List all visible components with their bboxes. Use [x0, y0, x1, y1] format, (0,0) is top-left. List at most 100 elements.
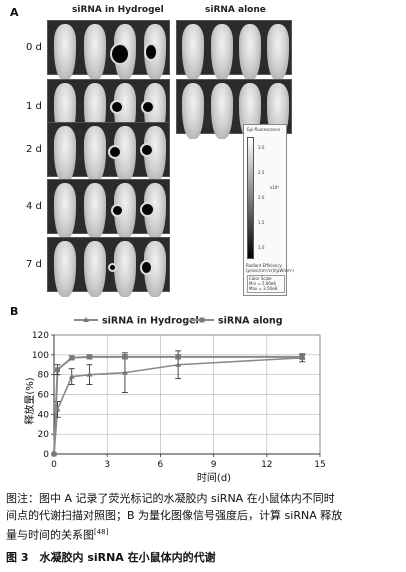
mouse-silhouette	[144, 241, 166, 297]
colorbar-tick: 1.5	[258, 220, 265, 225]
panel-a-letter: A	[10, 6, 19, 19]
day-label: 0 d	[26, 42, 42, 53]
y-axis-label: 释放量(%)	[23, 377, 36, 424]
y-tick-label: 20	[38, 430, 50, 440]
legend-label: siRNA along	[218, 316, 283, 327]
fluorescence-spot	[108, 145, 122, 159]
mouse-silhouette	[114, 241, 136, 297]
hydrogel-scan-image	[47, 179, 170, 239]
x-tick-label: 9	[211, 460, 217, 470]
x-tick-label: 0	[51, 460, 57, 470]
colorbar-tick: 3.0	[258, 145, 265, 150]
mouse-silhouette	[211, 24, 233, 80]
color-scale-label: Color Scale	[249, 276, 272, 281]
caption-line-2: 间点的代谢扫描对照图；B 为量化图像信号强度后，计算 siRNA 释放	[6, 509, 343, 522]
mouse-silhouette	[144, 126, 166, 182]
legend-marker	[199, 317, 205, 323]
data-point	[69, 355, 75, 361]
chart-legend: siRNA in Hydrogel siRNA along	[74, 316, 283, 327]
fluorescence-spot	[108, 263, 117, 272]
y-tick-label: 40	[38, 410, 50, 420]
color-scale-min: Min = 5.00e6	[249, 281, 276, 286]
data-point	[51, 451, 57, 457]
data-point	[68, 373, 75, 379]
color-scale-max: Max = 3.50e8	[249, 286, 278, 291]
mouse-silhouette	[54, 183, 76, 239]
colorbar-tick: 2.0	[258, 195, 265, 200]
colorbar-exponent: x10⁸	[270, 185, 280, 190]
mouse-silhouette	[84, 24, 106, 80]
release-chart: 0 20 40 60 80 100 120 0 3 6 9 12 15 siRNA in Hydroge…	[23, 316, 326, 485]
mouse-silhouette	[182, 24, 204, 80]
y-tick-label: 60	[38, 391, 50, 401]
x-tick-label: 15	[314, 460, 325, 470]
legend-label: siRNA in Hydrogel	[102, 316, 199, 327]
caption-reference: [48]	[94, 528, 109, 536]
fluorescence-spot	[141, 100, 155, 114]
chart-axes: 0 20 40 60 80 100 120 0 3 6 9 12 15	[32, 331, 326, 470]
colorbar-header: Epi-fluorescence	[247, 127, 281, 132]
mouse-silhouette	[54, 241, 76, 297]
mouse-silhouette	[84, 241, 106, 297]
legend-marker	[83, 317, 89, 322]
mouse-silhouette	[114, 183, 136, 239]
mouse-silhouette	[239, 24, 261, 80]
day-label: 4 d	[26, 201, 42, 212]
hydrogel-scan-image	[47, 122, 170, 182]
figure-title: 图 3 水凝胶内 siRNA 在小鼠体内的代谢	[6, 551, 216, 564]
mouse-silhouette	[84, 183, 106, 239]
colorbar-tick: 1.0	[258, 245, 265, 250]
fluorescence-spot	[110, 100, 124, 114]
data-point	[175, 361, 182, 367]
fluorescence-spot	[140, 202, 155, 217]
fluorescence-spot	[140, 260, 153, 275]
y-tick-label: 80	[38, 371, 50, 381]
mouse-silhouette	[114, 126, 136, 182]
colorbar-footer-1: Radiant Efficiency	[246, 263, 282, 268]
data-point	[55, 367, 61, 373]
data-point	[175, 354, 181, 360]
chart-grid	[54, 334, 321, 455]
colorbar-gradient	[247, 137, 254, 259]
y-tick-label: 100	[32, 351, 49, 361]
mouse-silhouette	[211, 83, 233, 139]
x-tick-label: 3	[104, 460, 110, 470]
x-tick-label: 6	[158, 460, 164, 470]
data-point	[121, 369, 128, 375]
x-axis-label: 时间(d)	[197, 471, 231, 484]
x-tick-label: 12	[261, 460, 272, 470]
mouse-silhouette	[182, 83, 204, 139]
fluorescence-spot	[111, 204, 124, 217]
day-label: 7 d	[26, 259, 42, 270]
color-scale-box: Epi-fluorescence 3.0 2.5 2.0 1.5 1.0 x10…	[243, 124, 294, 296]
data-point	[86, 371, 93, 377]
data-point	[86, 354, 92, 360]
figure-caption: 图注：图中 A 记录了荧光标记的水凝胶内 siRNA 在小鼠体内不同时 间点的代…	[6, 490, 402, 544]
fluorescence-spot	[144, 43, 158, 61]
alone-scan-image	[176, 20, 292, 80]
color-scale-range: Color Scale Min = 5.00e6 Max = 3.50e8	[247, 275, 285, 293]
day-label: 1 d	[26, 101, 42, 112]
hydrogel-scan-image	[47, 20, 170, 80]
column-label-alone: siRNA alone	[205, 5, 266, 15]
data-point	[299, 354, 305, 360]
mouse-silhouette	[54, 24, 76, 80]
y-tick-label: 0	[43, 450, 49, 460]
y-tick-label: 120	[32, 331, 49, 341]
mouse-silhouette	[267, 24, 289, 80]
caption-line-1: 图注：图中 A 记录了荧光标记的水凝胶内 siRNA 在小鼠体内不同时	[6, 492, 335, 505]
mouse-silhouette	[54, 126, 76, 182]
fluorescence-spot	[110, 43, 130, 65]
hydrogel-scan-image	[47, 237, 170, 297]
colorbar-footer-2: (p/sec/cm²/sr)/(μW/cm²)	[246, 268, 294, 273]
data-point	[122, 354, 128, 360]
caption-line-3: 量与时间的关系图	[6, 528, 94, 542]
day-label: 2 d	[26, 144, 42, 155]
mouse-silhouette	[144, 183, 166, 239]
panel-b-letter: B	[10, 305, 19, 318]
mouse-silhouette	[84, 126, 106, 182]
colorbar-tick: 2.5	[258, 170, 265, 175]
chart-series	[51, 350, 306, 457]
fluorescence-spot	[140, 143, 154, 157]
column-label-hydrogel: siRNA in Hydrogel	[72, 5, 164, 15]
